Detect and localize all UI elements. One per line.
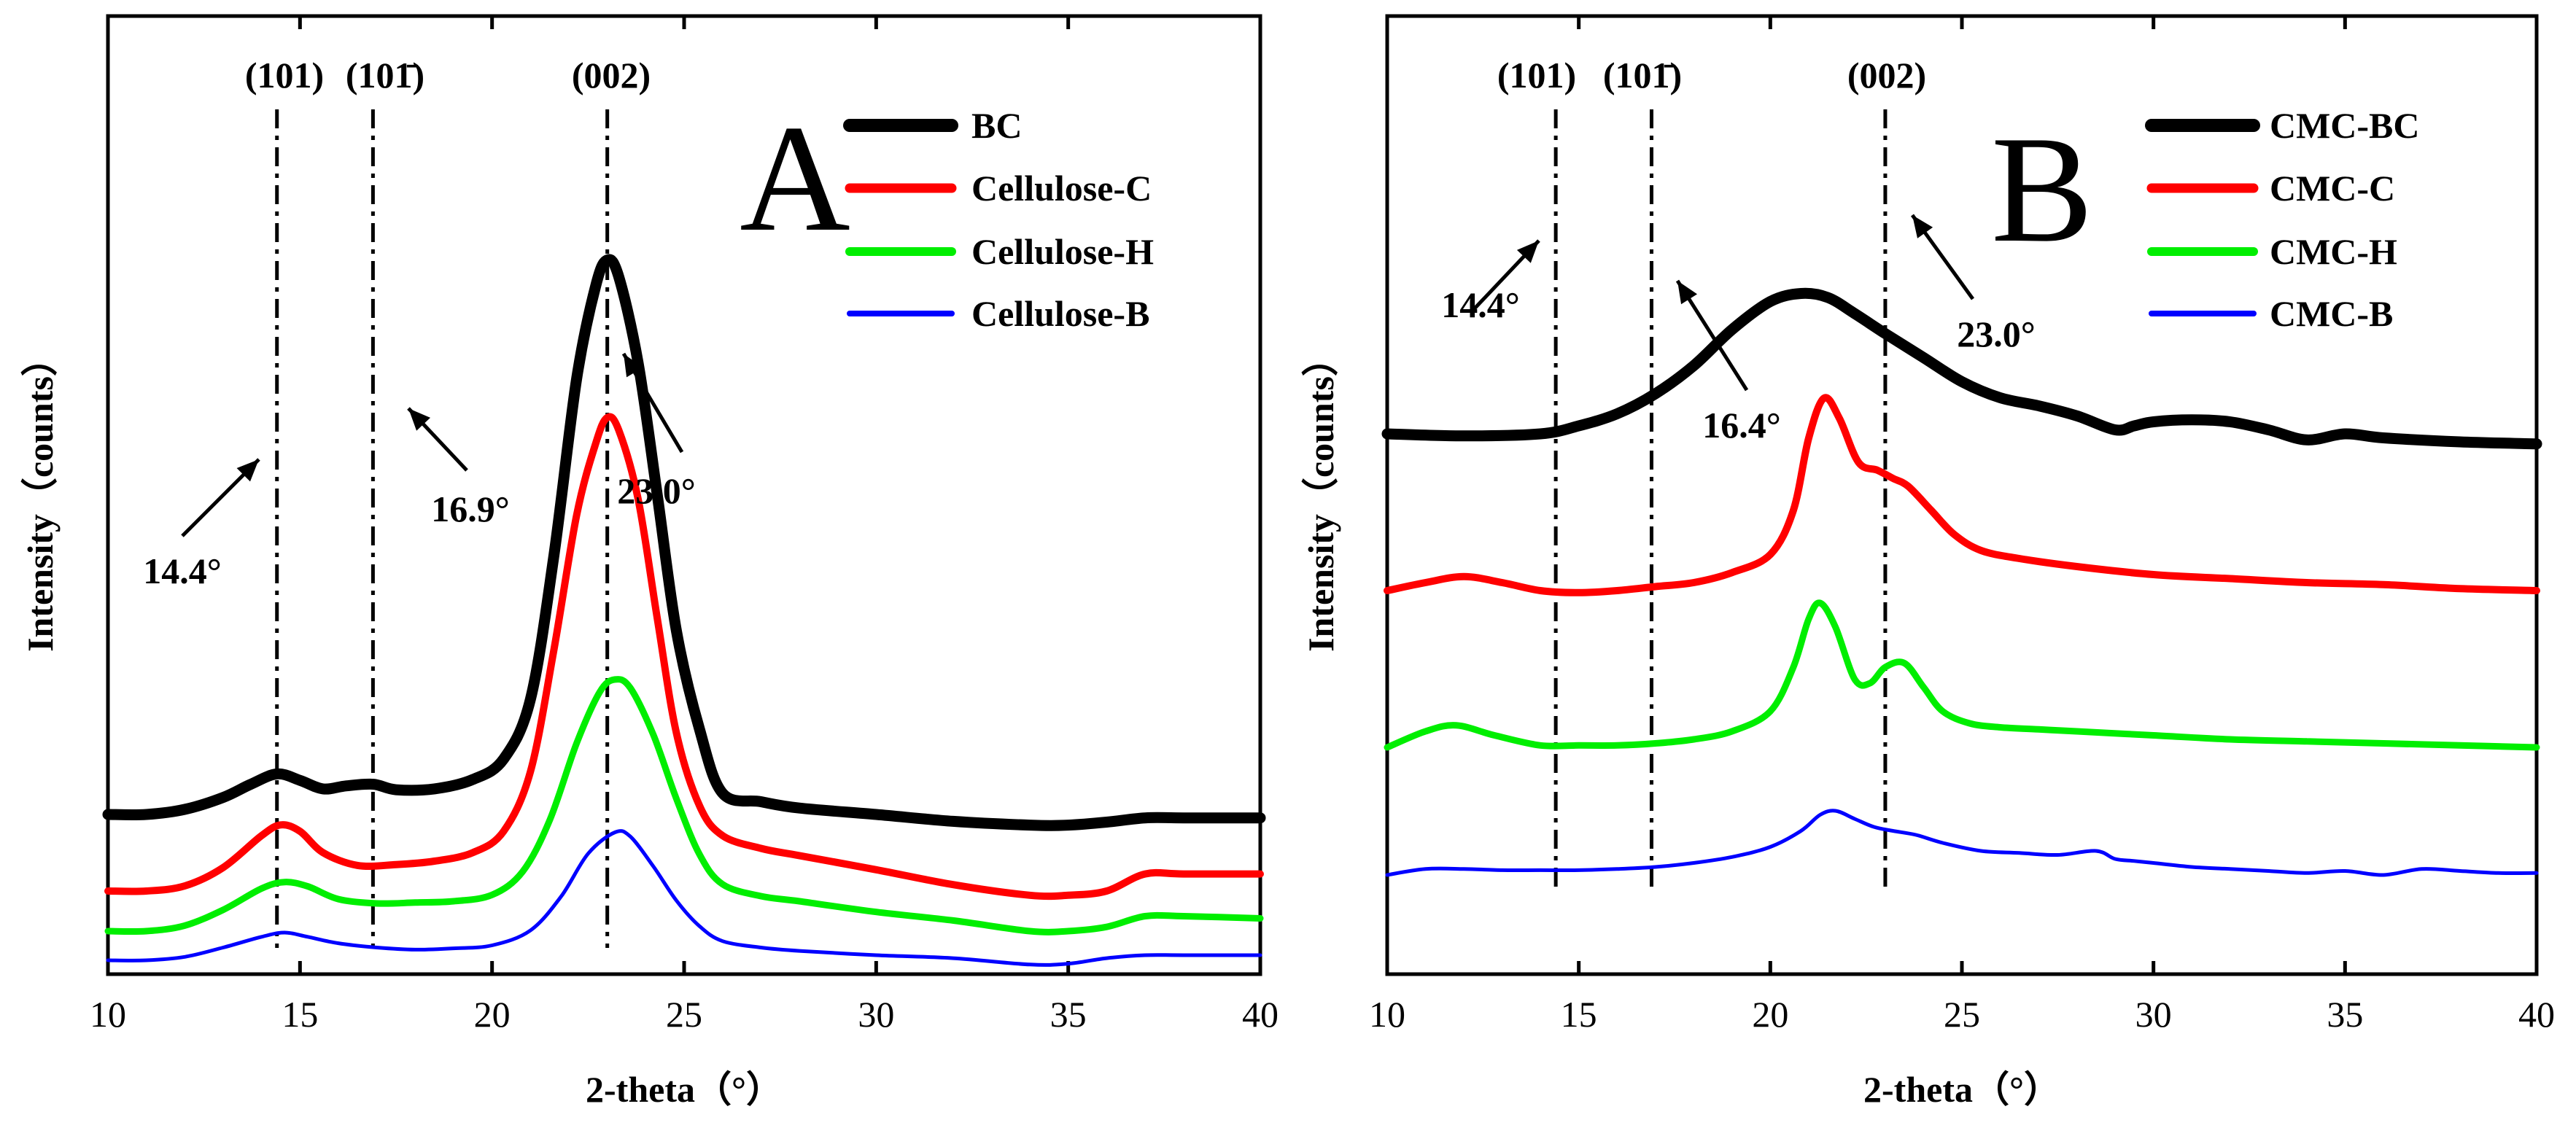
annotation-arrow-head xyxy=(408,408,431,431)
plane-label: (101) xyxy=(245,55,324,96)
legend-label: CMC-B xyxy=(2270,293,2393,334)
legend-label: BC xyxy=(971,105,1022,146)
legend-label: CMC-C xyxy=(2270,168,2395,209)
series-line-cmc-b xyxy=(1385,809,2539,877)
annotation-arrow-head xyxy=(236,459,259,482)
annotation-label: 16.4° xyxy=(1702,405,1781,446)
panel-letter: A xyxy=(740,94,850,263)
panel-b-chart: 10 15 20 25 30 35 40 2-theta（°） Intensity（counts… xyxy=(1300,14,2555,1110)
x-tick-label: 10 xyxy=(90,994,126,1035)
series-line-cmc-c xyxy=(1384,394,2540,596)
x-tick-label: 20 xyxy=(474,994,511,1035)
plane-label: (101) xyxy=(1497,55,1576,96)
x-tick-label: 15 xyxy=(282,994,318,1035)
plane-label: (002) xyxy=(572,55,651,96)
series-line-bc xyxy=(102,254,1266,831)
panel-a-chart: 10 15 20 25 30 35 40 2-theta（°） Intensity（counts… xyxy=(20,14,1279,1110)
annotation-label: 14.4° xyxy=(143,551,222,591)
series-line-cellulose-c xyxy=(104,413,1264,901)
x-tick-label: 30 xyxy=(858,994,894,1035)
plane-label: (101̄) xyxy=(1603,55,1682,96)
plot-frame xyxy=(1385,14,2539,976)
annotation-arrow-head xyxy=(1516,241,1539,263)
x-tick-label: 35 xyxy=(2327,994,2363,1035)
plane-label: (101̄) xyxy=(346,55,424,96)
annotation-label: 23.0° xyxy=(617,470,696,511)
series-line-cmc-h xyxy=(1384,599,2540,751)
annotation-label: 16.9° xyxy=(431,489,510,529)
x-tick-label: 20 xyxy=(1752,994,1788,1035)
plane-label: (002) xyxy=(1847,55,1926,96)
series-line-cmc-bc xyxy=(1381,287,2542,450)
annotation-label: 23.0° xyxy=(1957,314,2036,354)
legend-label: Cellulose-H xyxy=(971,231,1154,272)
x-tick-label: 35 xyxy=(1050,994,1087,1035)
x-tick-label: 40 xyxy=(1242,994,1279,1035)
x-tick-label: 25 xyxy=(666,994,702,1035)
y-axis-title: Intensity（counts） xyxy=(20,340,61,652)
series-line-cellulose-b xyxy=(106,829,1262,967)
annotation-arrow-head xyxy=(1677,281,1698,305)
x-tick-label: 40 xyxy=(2518,994,2555,1035)
annotation-arrow-head xyxy=(1912,215,1933,238)
y-axis-title: Intensity（counts） xyxy=(1300,340,1341,652)
x-tick-label: 10 xyxy=(1369,994,1405,1035)
series-line-cellulose-h xyxy=(104,676,1264,936)
annotation-arrow-head xyxy=(624,354,643,378)
x-axis-title: 2-theta（°） xyxy=(1863,1069,2060,1110)
x-tick-label: 30 xyxy=(2135,994,2172,1035)
x-tick-label: 15 xyxy=(1561,994,1597,1035)
legend-label: CMC-H xyxy=(2270,231,2397,272)
panel-letter: B xyxy=(1991,105,2093,274)
x-tick-label: 25 xyxy=(1944,994,1980,1035)
x-axis-title: 2-theta（°） xyxy=(586,1069,783,1110)
legend-label: Cellulose-C xyxy=(971,168,1152,209)
legend-label: CMC-BC xyxy=(2270,105,2420,146)
legend-label: Cellulose-B xyxy=(971,293,1149,334)
